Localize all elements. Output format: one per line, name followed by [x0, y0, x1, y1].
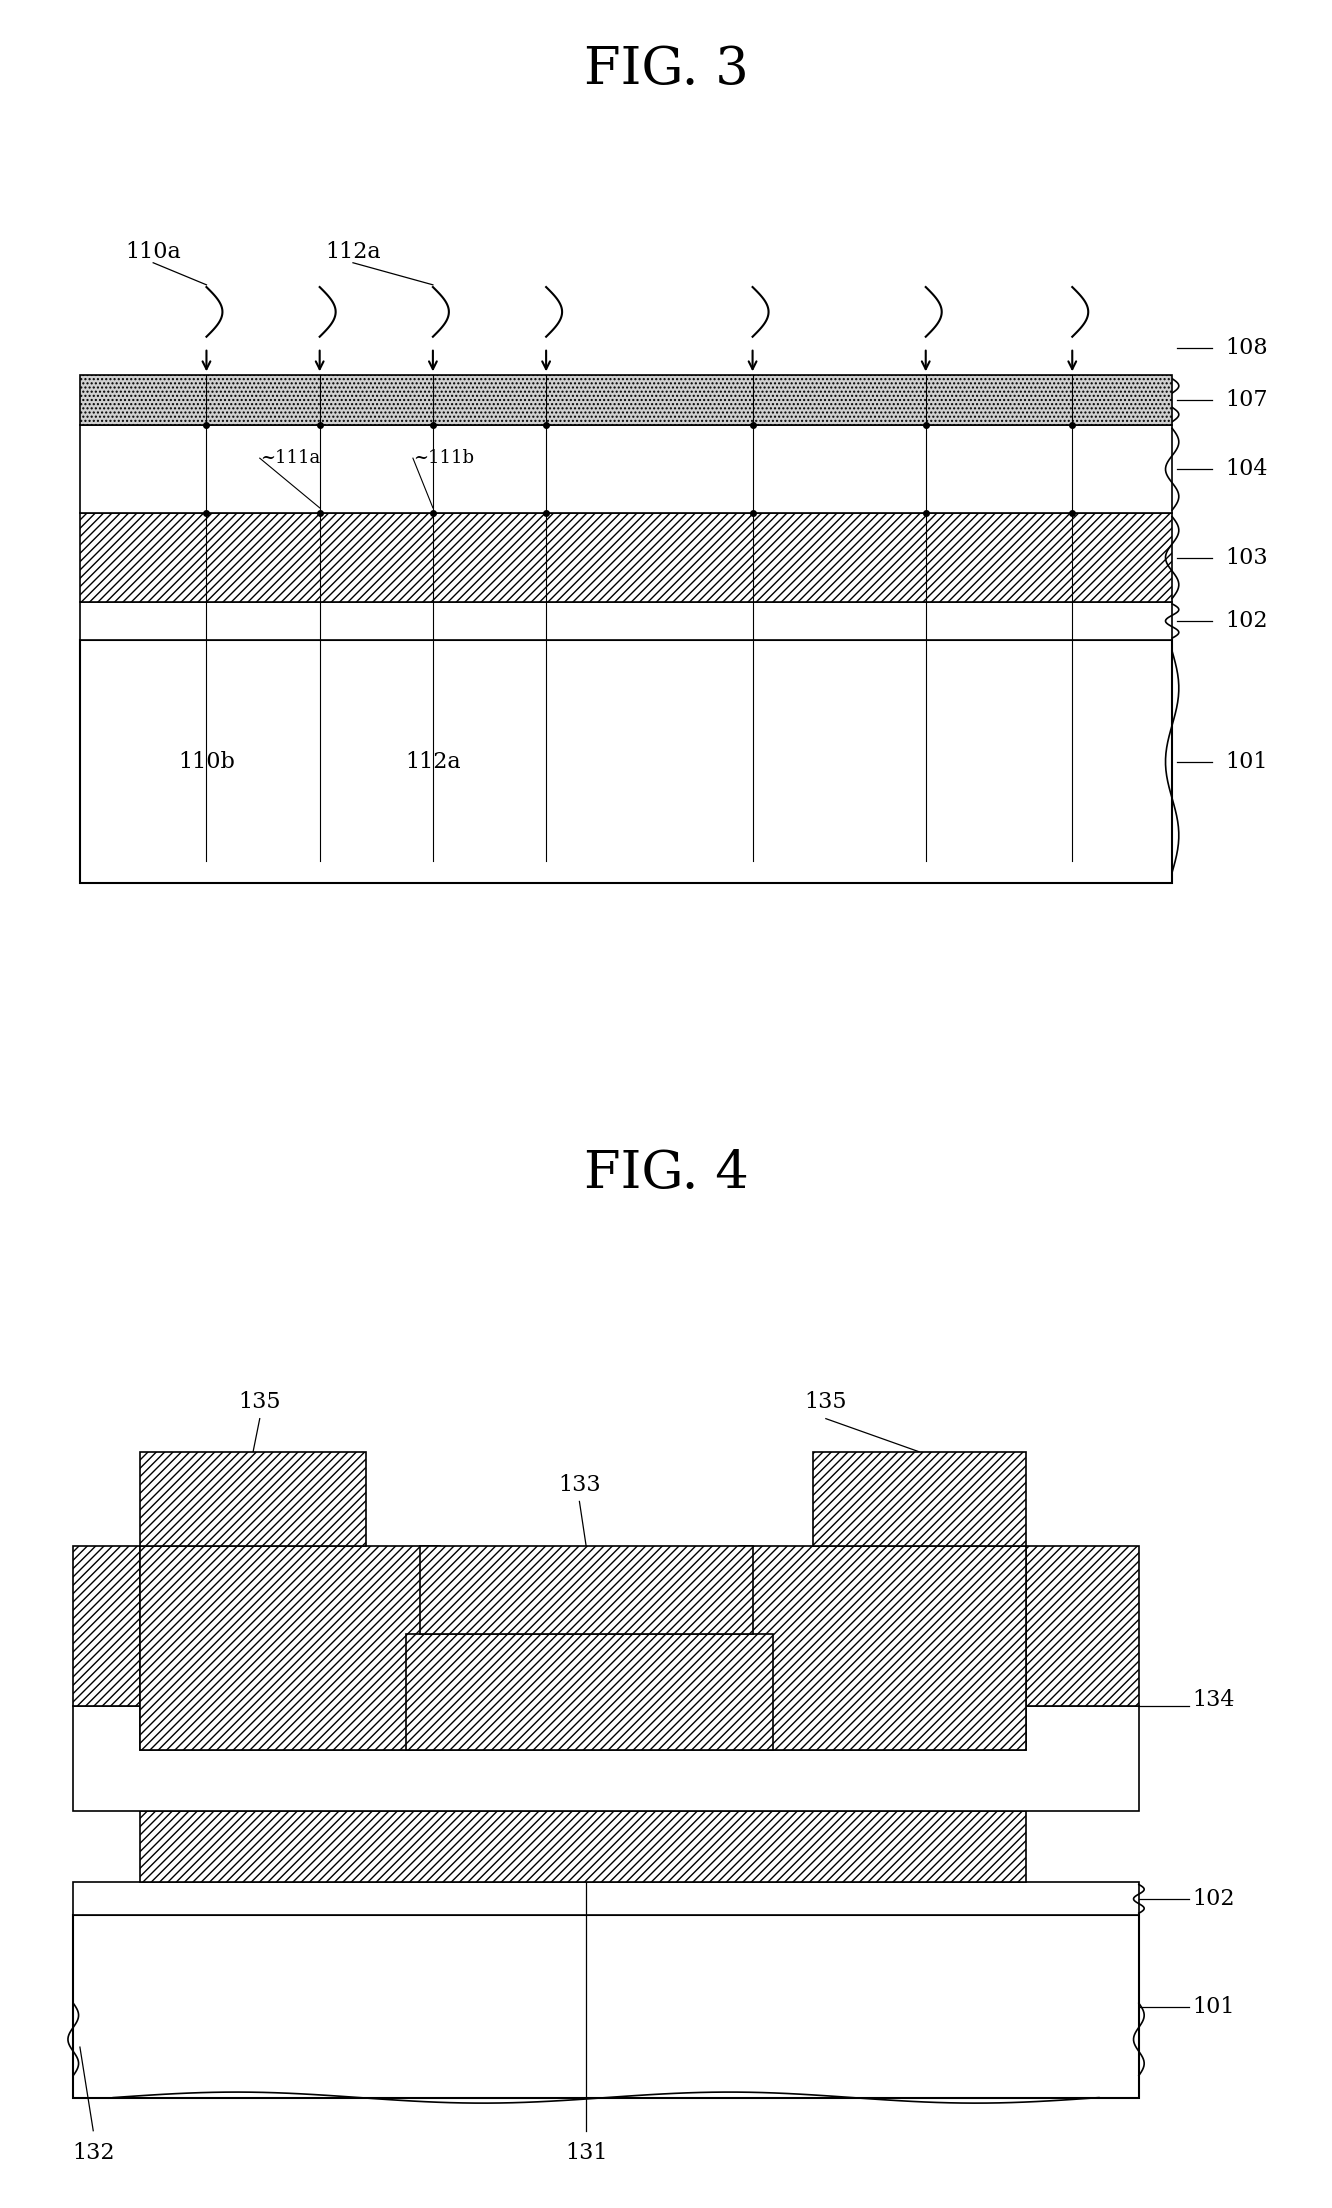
- Polygon shape: [73, 1881, 1139, 1914]
- Polygon shape: [140, 1453, 366, 1546]
- Text: 133: 133: [558, 1475, 601, 1497]
- Polygon shape: [73, 1914, 1139, 2098]
- Polygon shape: [80, 640, 1172, 883]
- Text: 110b: 110b: [178, 751, 234, 773]
- Text: 131: 131: [565, 2142, 607, 2164]
- Polygon shape: [80, 375, 1172, 424]
- Text: 101: 101: [1225, 751, 1268, 773]
- Text: 135: 135: [805, 1391, 847, 1413]
- Text: 102: 102: [1225, 609, 1268, 631]
- Text: 112a: 112a: [325, 241, 381, 263]
- Text: 110a: 110a: [125, 241, 181, 263]
- Text: 112a: 112a: [405, 751, 461, 773]
- Polygon shape: [739, 1546, 1026, 1749]
- Text: 104: 104: [1225, 459, 1268, 479]
- Polygon shape: [406, 1634, 773, 1749]
- Polygon shape: [80, 424, 1172, 514]
- Polygon shape: [80, 603, 1172, 640]
- Text: FIG. 3: FIG. 3: [583, 44, 749, 95]
- Text: 132: 132: [72, 2142, 115, 2164]
- Polygon shape: [80, 514, 1172, 603]
- Text: 135: 135: [238, 1391, 281, 1413]
- Polygon shape: [420, 1546, 753, 1634]
- Polygon shape: [73, 1546, 140, 1705]
- Text: 108: 108: [1225, 338, 1268, 358]
- Text: ~111a: ~111a: [260, 448, 320, 468]
- Text: 134: 134: [1192, 1689, 1235, 1711]
- Polygon shape: [140, 1811, 1026, 1881]
- Text: ~111b: ~111b: [413, 448, 474, 468]
- Text: FIG. 4: FIG. 4: [583, 1148, 749, 1199]
- Polygon shape: [140, 1546, 440, 1749]
- Text: 101: 101: [1192, 1996, 1235, 2018]
- Polygon shape: [813, 1453, 1026, 1546]
- Polygon shape: [73, 1705, 1139, 1811]
- Polygon shape: [1026, 1546, 1139, 1705]
- Text: 107: 107: [1225, 389, 1268, 411]
- Text: 103: 103: [1225, 548, 1268, 567]
- Text: 102: 102: [1192, 1888, 1235, 1910]
